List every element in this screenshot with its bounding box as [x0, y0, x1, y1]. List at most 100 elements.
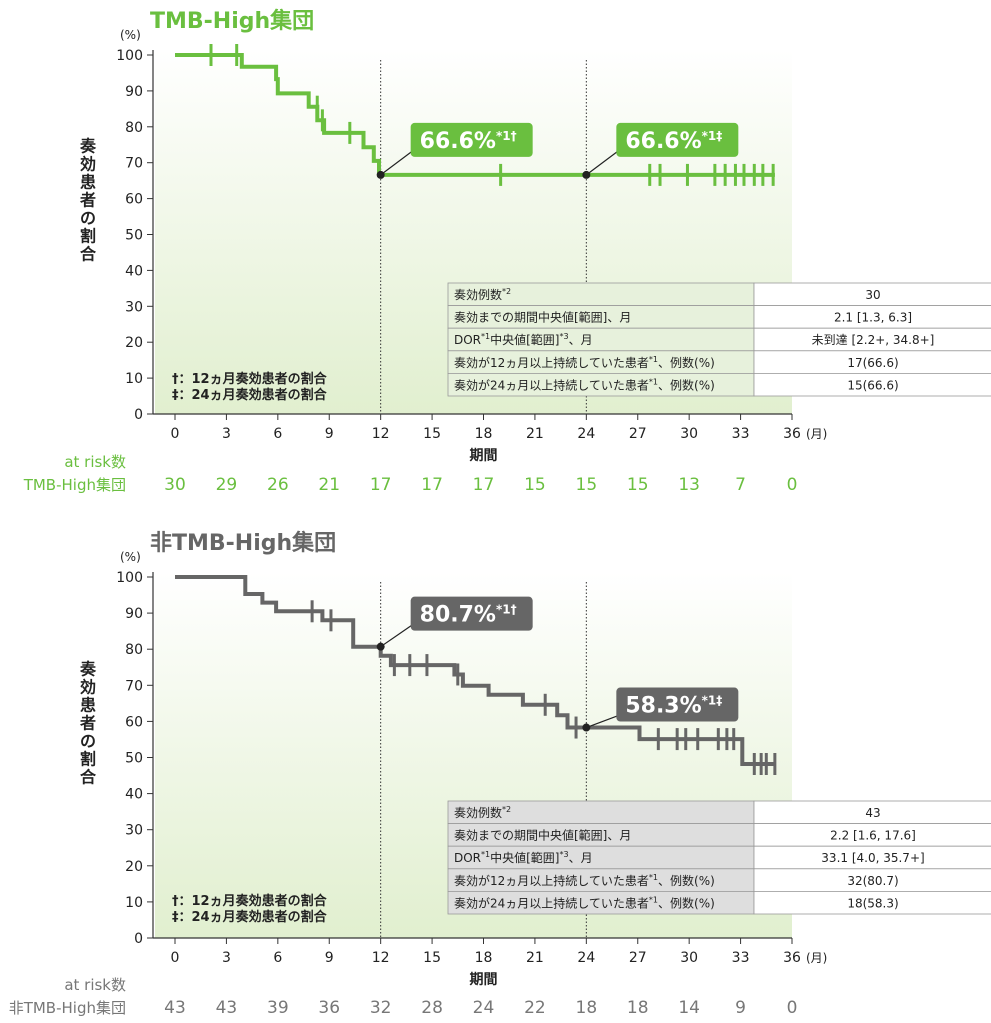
panel-non: 非TMB-High集団0102030405060708090100(%)奏効患者… — [9, 530, 991, 1018]
footnote-text: †：12ヵ月奏効患者の割合 — [172, 893, 328, 909]
at-risk-count: 15 — [524, 475, 546, 495]
callout-leader — [586, 714, 619, 729]
x-tick-label: 33 — [732, 426, 750, 442]
at-risk-count: 32 — [370, 998, 392, 1018]
x-unit-label: (月) — [806, 427, 827, 441]
table-row-value: 2.2 [1.6, 17.6] — [830, 829, 916, 843]
at-risk-count: 15 — [576, 475, 598, 495]
x-tick-label: 0 — [171, 426, 180, 442]
footnote-text: †：12ヵ月奏効患者の割合 — [172, 371, 328, 387]
at-risk-count: 0 — [787, 475, 798, 495]
table-row-label: 奏効例数*2 — [454, 287, 511, 302]
y-tick-label: 30 — [125, 299, 143, 315]
y-tick-label: 60 — [125, 714, 143, 730]
table-row-label: DOR*1中央値[範囲]*3、月 — [454, 332, 593, 347]
chart-title: 非TMB-High集団 — [150, 530, 336, 556]
at-risk-count: 15 — [627, 475, 649, 495]
table-row-value: 2.1 [1.3, 6.3] — [834, 311, 912, 325]
at-risk-count: 9 — [735, 998, 746, 1018]
at-risk-count: 17 — [473, 475, 495, 495]
at-risk-count: 43 — [216, 998, 238, 1018]
x-axis-label: 期間 — [470, 972, 498, 988]
y-axis-label: 奏効患者の割合 — [79, 660, 97, 787]
at-risk-count: 26 — [267, 475, 289, 495]
x-tick-label: 15 — [423, 426, 441, 442]
x-tick-label: 9 — [325, 950, 334, 966]
callout-point — [582, 170, 591, 179]
at-risk-count: 28 — [421, 998, 443, 1018]
table-row-label: 奏効が12ヵ月以上持続していた患者*1、例数(%) — [454, 873, 715, 888]
table-value-cell — [753, 372, 991, 397]
x-tick-label: 18 — [475, 426, 493, 442]
footnote-text: ‡：24ヵ月奏効患者の割合 — [172, 909, 328, 925]
callout-box — [616, 122, 739, 157]
callout-label: 58.3%*1‡ — [625, 694, 722, 719]
table-row-label: 奏効までの期間中央値[範囲]、月 — [454, 828, 631, 843]
x-tick-label: 6 — [273, 950, 282, 966]
table-row-label: 奏効までの期間中央値[範囲]、月 — [454, 310, 631, 325]
x-tick-label: 24 — [577, 426, 595, 442]
at-risk-count: 17 — [370, 475, 392, 495]
y-tick-label: 60 — [125, 192, 143, 208]
y-tick-label: 90 — [125, 606, 143, 622]
at-risk-count: 14 — [678, 998, 700, 1018]
callout-label: 66.6%*1‡ — [625, 129, 722, 154]
at-risk-count: 39 — [267, 998, 289, 1018]
table-row-value: 15(66.6) — [847, 378, 898, 392]
callout-leader — [585, 150, 619, 176]
y-tick-label: 50 — [125, 751, 143, 767]
y-tick-label: 90 — [125, 84, 143, 100]
y-unit-label: (%) — [120, 28, 141, 42]
y-tick-label: 30 — [125, 823, 143, 839]
x-tick-label: 36 — [783, 426, 801, 442]
at-risk-count: 7 — [735, 475, 746, 495]
table-row-label: DOR*1中央値[範囲]*3、月 — [454, 850, 593, 865]
table-row-value: 33.1 [4.0, 35.7+] — [821, 851, 924, 865]
y-tick-label: 50 — [125, 228, 143, 244]
x-tick-label: 15 — [423, 950, 441, 966]
at-risk-count: 43 — [164, 998, 186, 1018]
y-tick-label: 100 — [116, 570, 143, 586]
at-risk-header: at risk数 — [64, 976, 126, 994]
at-risk-header: at risk数 — [64, 453, 126, 471]
callout-point — [376, 170, 385, 179]
callout-leader — [380, 624, 414, 648]
at-risk-count: 30 — [164, 475, 186, 495]
at-risk-count: 29 — [216, 475, 238, 495]
x-tick-label: 18 — [475, 950, 493, 966]
x-tick-label: 21 — [526, 950, 544, 966]
callout-leader — [380, 150, 414, 176]
y-tick-label: 70 — [125, 156, 143, 172]
y-tick-label: 80 — [125, 120, 143, 136]
table-row-value: 32(80.7) — [847, 874, 898, 888]
table-value-cell — [753, 891, 991, 915]
y-tick-label: 40 — [125, 263, 143, 279]
table-row-label: 奏効が24ヵ月以上持続していた患者*1、例数(%) — [454, 895, 715, 910]
y-tick-label: 40 — [125, 787, 143, 803]
at-risk-count: 21 — [318, 475, 340, 495]
table-row-label: 奏効例数*2 — [454, 805, 511, 820]
x-tick-label: 33 — [732, 950, 750, 966]
table-row-value: 17(66.6) — [847, 356, 898, 370]
x-axis-label: 期間 — [470, 448, 498, 464]
x-tick-label: 30 — [680, 426, 698, 442]
y-tick-label: 100 — [116, 48, 143, 64]
table-row-value: 18(58.3) — [847, 896, 898, 910]
at-risk-count: 17 — [421, 475, 443, 495]
x-unit-label: (月) — [806, 951, 827, 965]
y-tick-label: 0 — [134, 931, 143, 947]
at-risk-count: 13 — [678, 475, 700, 495]
y-tick-label: 0 — [134, 407, 143, 423]
table-row-label: 奏効が12ヵ月以上持続していた患者*1、例数(%) — [454, 355, 715, 370]
x-tick-label: 0 — [171, 950, 180, 966]
table-row-value: 43 — [865, 806, 880, 820]
x-tick-label: 3 — [222, 426, 231, 442]
x-tick-label: 24 — [577, 950, 595, 966]
x-tick-label: 3 — [222, 950, 231, 966]
footnote-text: ‡：24ヵ月奏効患者の割合 — [172, 387, 328, 403]
table-row-value: 未到達 [2.2+, 34.8+] — [812, 333, 935, 347]
km-curve — [175, 575, 775, 766]
chart-title: TMB-High集団 — [150, 8, 314, 34]
at-risk-count: 18 — [627, 998, 649, 1018]
